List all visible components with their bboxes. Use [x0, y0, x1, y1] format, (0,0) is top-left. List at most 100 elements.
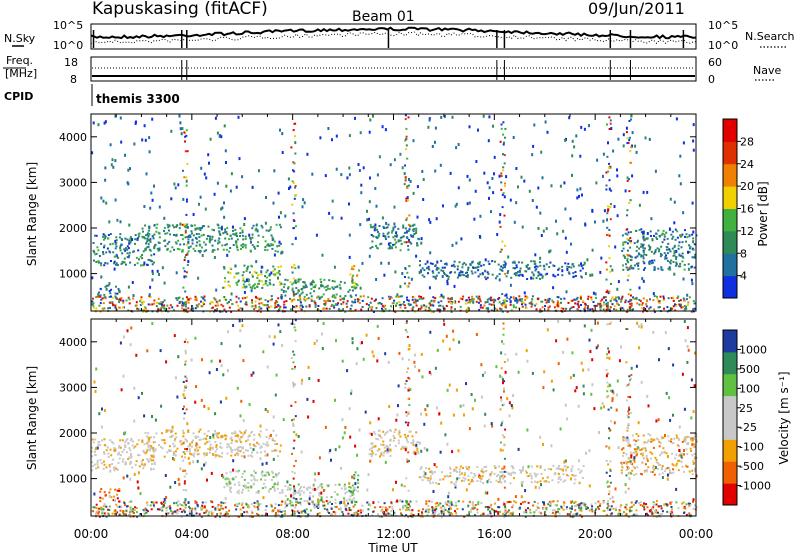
scatter-point	[280, 288, 283, 291]
scatter-point	[291, 180, 294, 183]
scatter-point	[642, 257, 645, 260]
scatter-point	[224, 277, 226, 280]
scatter-point	[531, 298, 534, 301]
scatter-point	[376, 449, 379, 452]
scatter-point	[422, 178, 425, 181]
scatter-point	[373, 228, 376, 232]
scatter-point	[644, 447, 647, 450]
scatter-point	[651, 507, 654, 510]
scatter-point	[194, 500, 197, 503]
scatter-point	[409, 234, 412, 237]
scatter-point	[664, 255, 667, 258]
scatter-point	[449, 466, 452, 469]
scatter-point	[574, 504, 576, 507]
scatter-point	[332, 300, 335, 303]
scatter-point	[538, 511, 541, 514]
scatter-point	[136, 443, 139, 446]
scatter-point	[297, 280, 299, 283]
scatter-point	[202, 303, 205, 305]
scatter-point	[534, 474, 537, 477]
scatter-point	[325, 500, 328, 503]
scatter-point	[395, 302, 398, 305]
scatter-point	[656, 247, 659, 250]
scatter-point	[621, 297, 623, 300]
freq-right-tick-high: 60	[708, 56, 722, 69]
scatter-point	[675, 261, 678, 264]
scatter-point	[691, 233, 694, 236]
scatter-point	[605, 184, 608, 187]
scatter-point	[200, 296, 203, 299]
scatter-point	[387, 231, 390, 234]
scatter-point	[294, 506, 297, 509]
scatter-point	[652, 465, 655, 468]
scatter-point	[187, 241, 190, 245]
scatter-point	[353, 281, 356, 284]
scatter-point	[108, 513, 110, 516]
scatter-point	[584, 302, 587, 305]
scatter-point	[467, 475, 470, 478]
scatter-point	[666, 252, 669, 255]
scatter-point	[626, 137, 629, 140]
scatter-point	[529, 511, 532, 514]
scatter-point	[663, 503, 666, 506]
scatter-point	[164, 239, 167, 242]
scatter-point	[572, 275, 575, 278]
scatter-point	[371, 442, 374, 445]
scatter-point	[131, 466, 134, 469]
scatter-point	[382, 511, 384, 514]
scatter-point	[635, 509, 638, 512]
scatter-point	[428, 218, 431, 222]
scatter-point	[431, 145, 434, 148]
scatter-point	[226, 302, 229, 305]
scatter-point	[185, 176, 188, 179]
scatter-point	[681, 260, 684, 263]
scatter-point	[318, 494, 321, 497]
scatter-point	[456, 507, 459, 510]
scatter-point	[626, 233, 629, 236]
scatter-point	[334, 484, 337, 486]
scatter-point	[147, 444, 150, 447]
scatter-point	[128, 456, 131, 459]
scatter-point	[234, 439, 237, 442]
scatter-point	[469, 264, 472, 267]
scatter-point	[297, 299, 299, 301]
scatter-point	[631, 174, 634, 178]
scatter-point	[224, 237, 227, 240]
scatter-point	[413, 450, 416, 453]
scatter-point	[410, 235, 413, 238]
scatter-point	[306, 298, 308, 301]
scatter-point	[406, 299, 409, 301]
scatter-point	[372, 225, 375, 228]
scatter-point	[605, 291, 608, 293]
scatter-point	[531, 153, 534, 157]
scatter-point	[126, 181, 129, 185]
scatter-point	[389, 438, 392, 441]
scatter-point	[681, 252, 684, 255]
scatter-point	[246, 277, 249, 280]
scatter-point	[352, 489, 355, 492]
scatter-point	[435, 465, 438, 468]
scatter-point	[132, 297, 135, 300]
scatter-point	[182, 429, 185, 432]
scatter-point	[338, 483, 341, 486]
scatter-point	[683, 268, 686, 271]
scatter-point	[652, 506, 655, 509]
scatter-point	[393, 431, 396, 434]
scatter-point	[123, 261, 126, 264]
scatter-point	[118, 301, 121, 304]
scatter-point	[163, 307, 166, 310]
scatter-point	[382, 440, 385, 443]
scatter-point	[428, 118, 431, 122]
scatter-point	[250, 431, 253, 434]
scatter-point	[628, 202, 631, 204]
scatter-point	[101, 439, 104, 442]
scatter-point	[477, 297, 480, 300]
scatter-point	[354, 287, 357, 290]
scatter-point	[525, 297, 528, 300]
scatter-point	[123, 448, 125, 451]
scatter-point	[314, 503, 317, 506]
scatter-point	[531, 199, 534, 202]
scatter-point	[686, 303, 689, 306]
scatter-point	[382, 451, 385, 454]
scatter-point	[579, 154, 582, 158]
